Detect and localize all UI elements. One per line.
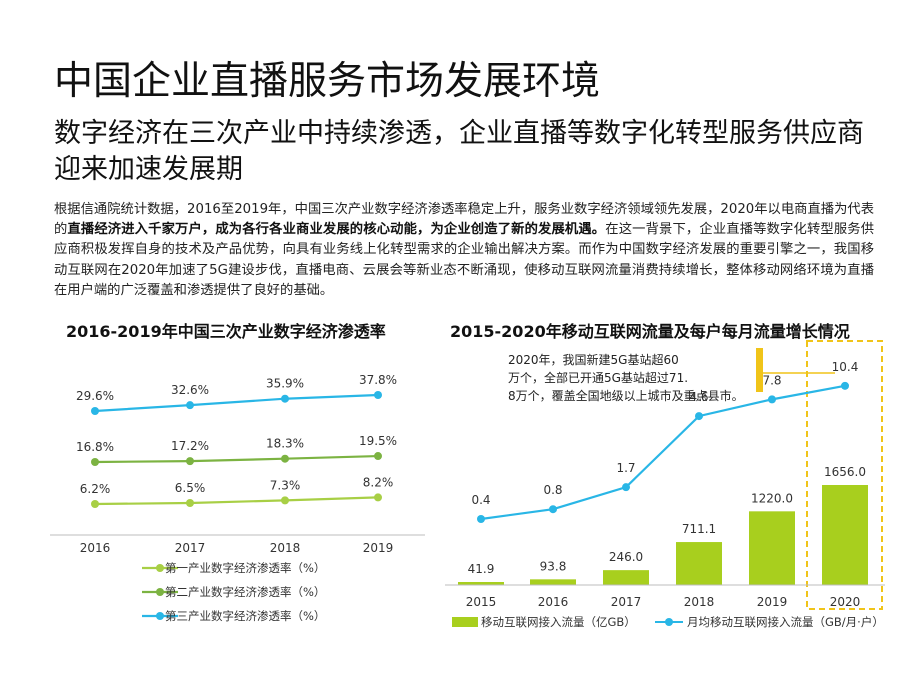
data-point-s2-2019: [374, 452, 382, 461]
line-label-2016: 0.8: [543, 483, 562, 497]
annotation-marker: [756, 348, 763, 392]
series-line-1: [94, 496, 379, 506]
x-tick-label-2015: 2015: [466, 595, 497, 609]
data-label-s1-2019: 8.2%: [363, 475, 394, 489]
series-line-2: [94, 454, 379, 464]
data-label-s2-2019: 19.5%: [359, 434, 397, 448]
line-point-2018: [695, 412, 703, 421]
bar-label-2015: 41.9: [468, 562, 495, 576]
flow-per-user-line: [480, 384, 846, 521]
line-label-2017: 1.7: [616, 461, 635, 475]
legend-label-1: 第一产业数字经济渗透率（%）: [165, 561, 325, 575]
x-tick-label-2019: 2019: [363, 541, 394, 555]
data-point-s3-2016: [91, 407, 99, 415]
data-label-s3-2018: 35.9%: [266, 377, 304, 391]
data-point-s1-2017: [186, 499, 194, 508]
bar-label-2018: 711.1: [682, 522, 716, 536]
legend-label-2: 第二产业数字经济渗透率（%）: [165, 585, 325, 599]
line-point-2017: [622, 483, 630, 492]
bar-label-2019: 1220.0: [751, 491, 793, 505]
annotation-text: 2020年，我国新建5G基站超60 万个，全部已开通5G基站超过71. 8万个，覆盖…: [508, 352, 744, 403]
line-label-2015: 0.4: [471, 493, 490, 507]
penetration-rate-chart: 2016 2017 2018 2019 6.2% 6.5% 7.3% 8.2% 16.8% 17.…: [50, 373, 425, 623]
data-label-s2-2017: 17.2%: [171, 439, 209, 453]
line-point-2016: [549, 505, 557, 514]
legend-bar-swatch: [452, 617, 478, 627]
line-point-2015: [477, 515, 485, 523]
bar-label-2020: 1656.0: [824, 465, 866, 479]
highlight-2020-box: [806, 340, 883, 610]
data-point-s1-2018: [281, 496, 289, 505]
x-tick-label-2020: 2020: [830, 595, 861, 609]
page-subtitle: 数字经济在三次产业中持续渗透，企业直播等数字化转型服务供应商迎来加速发展期: [54, 118, 864, 185]
bar-2020: [822, 485, 868, 585]
bar-2017: [603, 570, 649, 585]
data-point-s3-2017: [186, 401, 194, 410]
x-tick-label-2016: 2016: [538, 595, 569, 609]
legend-marker-3: [156, 612, 164, 620]
data-label-s3-2019: 37.8%: [359, 373, 397, 387]
x-tick-label-2017: 2017: [611, 595, 642, 609]
series-line-3: [94, 393, 379, 413]
paragraph-text-1: 根据信通院统计数据，2016至2019年，中国三次产业数字经济渗透率稳定上升，服…: [54, 202, 874, 238]
bar-label-2016: 93.8: [540, 559, 567, 573]
left-chart-title: 2016-2019年中国三次产业数字经济渗透率: [66, 322, 386, 341]
line-point-2019: [768, 395, 776, 404]
bar-label-2017: 246.0: [609, 550, 643, 564]
data-point-s3-2019: [374, 391, 382, 400]
x-tick-label-2016: 2016: [80, 541, 111, 555]
x-tick-label-2018: 2018: [270, 541, 301, 555]
bar-2019: [749, 511, 795, 585]
bar-2018: [676, 542, 722, 585]
data-label-s3-2016: 29.6%: [76, 389, 114, 403]
data-label-s2-2016: 16.8%: [76, 440, 114, 454]
data-point-s3-2018: [281, 394, 289, 403]
legend-bar-label: 移动互联网接入流量（亿GB）: [481, 615, 636, 629]
right-chart-title: 2015-2020年移动互联网流量及每户每月流量增长情况: [450, 322, 850, 341]
data-label-s1-2017: 6.5%: [175, 481, 206, 495]
bar-2016: [530, 579, 576, 585]
data-point-s2-2017: [186, 457, 194, 466]
legend-line-marker: [665, 618, 673, 626]
line-point-2020: [841, 381, 849, 390]
data-label-s3-2017: 32.6%: [171, 383, 209, 397]
legend-marker-1: [156, 564, 164, 572]
data-point-s2-2016: [91, 458, 99, 466]
legend-label-3: 第三产业数字经济渗透率（%）: [165, 609, 325, 623]
line-label-2018: 4.6: [689, 390, 708, 404]
data-point-s1-2016: [91, 500, 99, 508]
line-label-2020: 10.4: [832, 360, 859, 374]
bar-2015: [458, 582, 504, 585]
intro-paragraph: 根据信通院统计数据，2016至2019年，中国三次产业数字经济渗透率稳定上升，服…: [54, 200, 874, 301]
data-label-s2-2018: 18.3%: [266, 437, 304, 451]
data-point-s1-2019: [374, 493, 382, 502]
line-label-2019: 7.8: [762, 373, 781, 387]
paragraph-text-2: 在这一背景下，企业直播等数字化转型服务供应商积极发挥自身的技术及产品优势，向具有…: [54, 222, 875, 298]
legend-marker-2: [156, 588, 164, 596]
x-tick-label-2019: 2019: [757, 595, 788, 609]
data-label-s1-2018: 7.3%: [270, 478, 301, 492]
page-title: 中国企业直播服务市场发展环境: [54, 59, 601, 104]
data-point-s2-2018: [281, 454, 289, 463]
x-tick-label-2017: 2017: [175, 541, 206, 555]
legend-line-label: 月均移动互联网接入流量（GB/月·户）: [687, 615, 884, 629]
data-label-s1-2016: 6.2%: [80, 482, 111, 496]
x-tick-label-2018: 2018: [684, 595, 715, 609]
paragraph-highlight: 直播经济进入千家万户，成为各行各业商业发展的核心动能，为企业创造了新的发展机遇。: [67, 222, 606, 238]
traffic-growth-chart: 41.9 2015 93.8 2016 246.0 2017 711.1 2018 1220.0…: [445, 340, 885, 629]
